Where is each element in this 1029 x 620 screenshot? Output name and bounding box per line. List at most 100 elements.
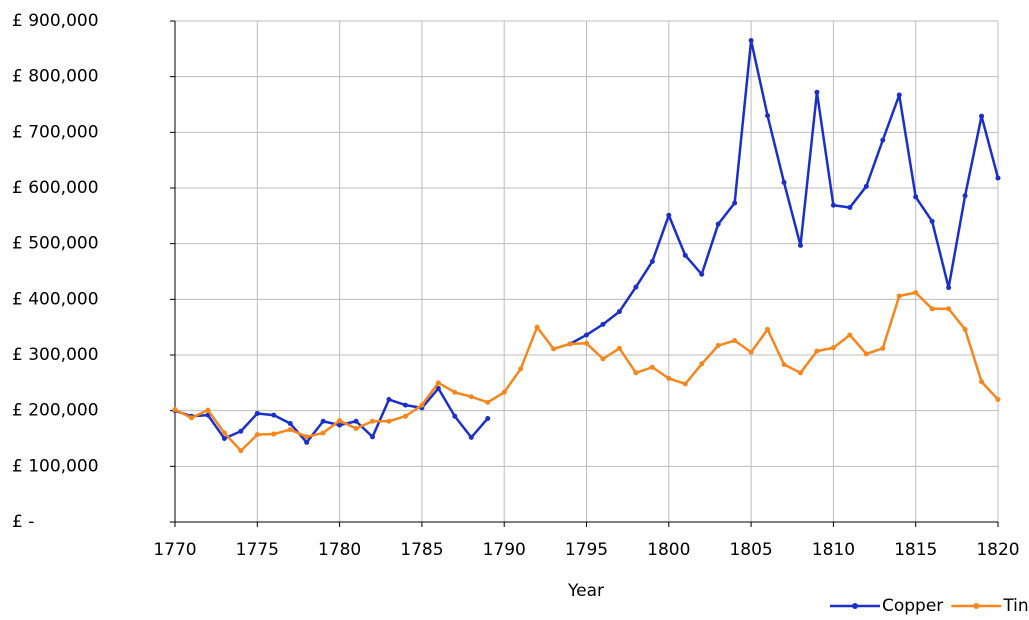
- legend-marker: [973, 603, 980, 609]
- y-tick-label: £ 500,000: [12, 234, 99, 254]
- point: [304, 439, 310, 445]
- point: [452, 389, 458, 395]
- point: [863, 183, 869, 189]
- point: [633, 284, 639, 290]
- point: [584, 332, 589, 338]
- x-tick-label: 1790: [483, 540, 526, 560]
- point: [584, 340, 589, 346]
- point: [452, 413, 458, 419]
- point: [386, 397, 392, 403]
- point: [929, 218, 935, 224]
- point: [221, 430, 227, 436]
- point: [699, 361, 705, 367]
- point: [221, 436, 227, 441]
- point: [616, 345, 622, 351]
- y-tick-label: £ -: [12, 512, 34, 532]
- x-tick-label: 1770: [153, 540, 196, 560]
- point: [913, 194, 919, 200]
- point: [337, 422, 343, 428]
- point: [830, 345, 836, 351]
- point: [287, 420, 293, 426]
- point: [419, 402, 425, 408]
- y-tick-label: £ 100,000: [12, 456, 99, 476]
- point: [435, 385, 441, 391]
- point: [320, 418, 326, 424]
- point: [238, 448, 244, 454]
- point: [962, 193, 968, 199]
- point: [287, 427, 293, 433]
- point: [666, 375, 672, 381]
- point: [402, 413, 408, 419]
- point: [913, 290, 919, 296]
- point: [485, 415, 491, 421]
- point: [666, 212, 672, 218]
- point: [254, 410, 260, 416]
- x-tick-label: 1820: [976, 540, 1019, 560]
- point: [518, 366, 524, 372]
- point: [979, 379, 985, 385]
- point: [880, 137, 886, 143]
- point: [370, 434, 376, 440]
- point: [320, 430, 326, 436]
- point: [304, 434, 310, 440]
- point: [172, 407, 178, 413]
- point: [896, 293, 902, 299]
- point: [962, 326, 968, 332]
- point: [847, 332, 853, 338]
- legend-label: Tin: [1002, 596, 1028, 616]
- point: [386, 418, 392, 424]
- point: [880, 345, 886, 351]
- x-tick-label: 1795: [565, 540, 608, 560]
- point: [830, 202, 836, 208]
- point: [649, 364, 655, 370]
- legend-marker: [852, 603, 858, 609]
- point: [814, 89, 820, 95]
- point: [353, 425, 359, 431]
- point: [765, 326, 771, 332]
- y-tick-label: £ 800,000: [12, 67, 99, 87]
- y-tick-label: £ 400,000: [12, 289, 99, 309]
- point: [468, 394, 474, 400]
- x-tick-label: 1780: [318, 540, 361, 560]
- point: [896, 92, 902, 98]
- point: [797, 242, 803, 248]
- point: [271, 412, 277, 418]
- point: [271, 431, 277, 437]
- x-tick-label: 1805: [729, 540, 772, 560]
- y-tick-label: £ 300,000: [12, 345, 99, 365]
- point: [682, 381, 688, 387]
- y-tick-label: £ 700,000: [12, 122, 99, 142]
- point: [781, 361, 787, 367]
- point: [929, 306, 935, 312]
- x-tick-label: 1785: [400, 540, 443, 560]
- point: [501, 389, 507, 395]
- x-tick-label: 1775: [236, 540, 279, 560]
- point: [797, 370, 803, 376]
- point: [616, 309, 622, 315]
- point: [600, 321, 606, 327]
- point: [715, 343, 721, 349]
- point: [567, 341, 573, 347]
- point: [402, 402, 408, 408]
- point: [238, 428, 244, 434]
- x-tick-label: 1800: [647, 540, 690, 560]
- point: [370, 418, 376, 424]
- x-tick-label: 1810: [812, 540, 855, 560]
- point: [649, 258, 655, 264]
- point: [534, 324, 540, 330]
- point: [188, 415, 194, 421]
- point: [715, 221, 721, 227]
- point: [765, 113, 771, 119]
- point: [699, 271, 705, 277]
- point: [205, 407, 211, 413]
- x-axis-title: Year: [567, 581, 604, 601]
- y-tick-label: £ 200,000: [12, 401, 99, 421]
- point: [633, 370, 639, 376]
- point: [814, 348, 820, 354]
- y-tick-label: £ 600,000: [12, 178, 99, 198]
- point: [847, 204, 853, 210]
- point: [732, 338, 738, 344]
- point: [337, 418, 343, 424]
- point: [781, 179, 787, 185]
